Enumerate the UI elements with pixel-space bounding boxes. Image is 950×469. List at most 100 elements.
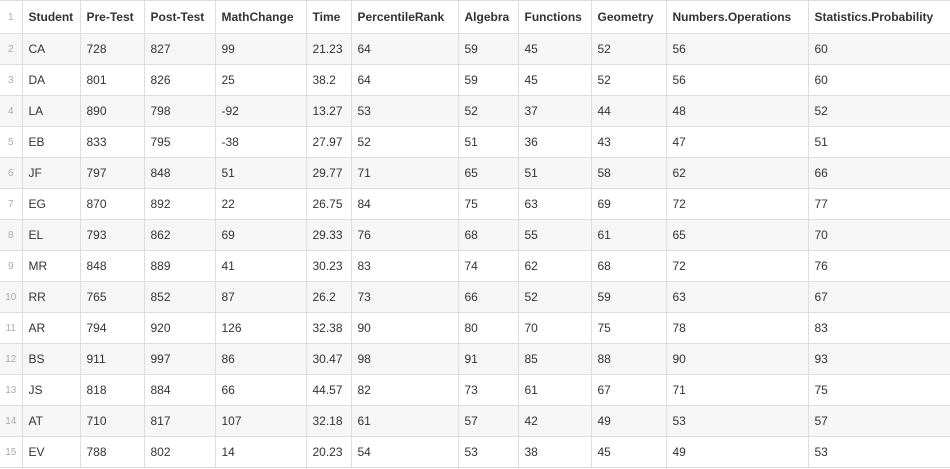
table-cell[interactable]: 62 (665, 157, 809, 189)
table-cell[interactable]: 49 (665, 436, 809, 468)
table-cell[interactable]: 91 (457, 343, 519, 375)
table-cell[interactable]: 80 (457, 312, 519, 344)
column-header-post-test[interactable]: Post-Test (143, 0, 216, 34)
table-cell[interactable]: 63 (665, 281, 809, 313)
table-cell[interactable]: 51 (457, 126, 519, 158)
table-cell[interactable]: 765 (79, 281, 145, 313)
table-cell[interactable]: EB (21, 126, 81, 158)
table-cell[interactable]: 795 (143, 126, 216, 158)
table-cell[interactable]: 60 (807, 33, 950, 65)
table-cell[interactable]: 890 (79, 95, 145, 127)
table-cell[interactable]: 65 (457, 157, 519, 189)
table-cell[interactable]: 53 (807, 436, 950, 468)
table-cell[interactable]: 798 (143, 95, 216, 127)
table-cell[interactable]: 48 (665, 95, 809, 127)
table-cell[interactable]: 87 (214, 281, 307, 313)
table-cell[interactable]: 64 (350, 33, 459, 65)
table-cell[interactable]: 55 (517, 219, 592, 251)
table-cell[interactable]: 29.77 (305, 157, 352, 189)
table-cell[interactable]: AR (21, 312, 81, 344)
table-cell[interactable]: 52 (807, 95, 950, 127)
table-cell[interactable]: 848 (143, 157, 216, 189)
table-cell[interactable]: 852 (143, 281, 216, 313)
table-cell[interactable]: 85 (517, 343, 592, 375)
table-cell[interactable]: 52 (590, 33, 667, 65)
table-cell[interactable]: 29.33 (305, 219, 352, 251)
table-cell[interactable]: 83 (350, 250, 459, 282)
table-cell[interactable]: 77 (807, 188, 950, 220)
table-cell[interactable]: 75 (590, 312, 667, 344)
table-cell[interactable]: 57 (807, 405, 950, 437)
table-cell[interactable]: 892 (143, 188, 216, 220)
table-cell[interactable]: 710 (79, 405, 145, 437)
table-cell[interactable]: 61 (590, 219, 667, 251)
table-cell[interactable]: 818 (79, 374, 145, 406)
table-cell[interactable]: 88 (590, 343, 667, 375)
table-cell[interactable]: 38.2 (305, 64, 352, 96)
table-cell[interactable]: EG (21, 188, 81, 220)
table-cell[interactable]: 41 (214, 250, 307, 282)
table-cell[interactable]: 52 (590, 64, 667, 96)
table-cell[interactable]: 802 (143, 436, 216, 468)
table-cell[interactable]: 59 (457, 33, 519, 65)
table-cell[interactable]: 73 (350, 281, 459, 313)
column-header-statistics-probability[interactable]: Statistics.Probability (807, 0, 950, 34)
table-cell[interactable]: JF (21, 157, 81, 189)
table-cell[interactable]: 52 (457, 95, 519, 127)
table-cell[interactable]: 797 (79, 157, 145, 189)
table-cell[interactable]: EV (21, 436, 81, 468)
table-cell[interactable]: 53 (665, 405, 809, 437)
table-cell[interactable]: 76 (807, 250, 950, 282)
table-cell[interactable]: 51 (214, 157, 307, 189)
table-cell[interactable]: 53 (457, 436, 519, 468)
table-cell[interactable]: 47 (665, 126, 809, 158)
table-cell[interactable]: 59 (457, 64, 519, 96)
table-cell[interactable]: 60 (807, 64, 950, 96)
table-cell[interactable]: BS (21, 343, 81, 375)
table-cell[interactable]: 13.27 (305, 95, 352, 127)
table-cell[interactable]: 884 (143, 374, 216, 406)
table-cell[interactable]: 83 (807, 312, 950, 344)
table-cell[interactable]: AT (21, 405, 81, 437)
table-cell[interactable]: 51 (807, 126, 950, 158)
table-cell[interactable]: 68 (457, 219, 519, 251)
table-cell[interactable]: 66 (214, 374, 307, 406)
table-cell[interactable]: 69 (214, 219, 307, 251)
table-cell[interactable]: 73 (457, 374, 519, 406)
table-cell[interactable]: 45 (590, 436, 667, 468)
column-header-numbers-operations[interactable]: Numbers.Operations (665, 0, 809, 34)
table-cell[interactable]: 793 (79, 219, 145, 251)
table-cell[interactable]: 870 (79, 188, 145, 220)
table-cell[interactable]: 53 (350, 95, 459, 127)
table-cell[interactable]: 58 (590, 157, 667, 189)
table-cell[interactable]: 90 (350, 312, 459, 344)
table-cell[interactable]: -92 (214, 95, 307, 127)
table-cell[interactable]: 67 (807, 281, 950, 313)
table-cell[interactable]: 107 (214, 405, 307, 437)
table-cell[interactable]: 65 (665, 219, 809, 251)
table-cell[interactable]: 27.97 (305, 126, 352, 158)
table-cell[interactable]: 84 (350, 188, 459, 220)
table-cell[interactable]: RR (21, 281, 81, 313)
table-cell[interactable]: 30.23 (305, 250, 352, 282)
column-header-geometry[interactable]: Geometry (590, 0, 667, 34)
table-cell[interactable]: 78 (665, 312, 809, 344)
table-cell[interactable]: EL (21, 219, 81, 251)
table-cell[interactable]: 52 (350, 126, 459, 158)
table-cell[interactable]: 911 (79, 343, 145, 375)
table-cell[interactable]: 126 (214, 312, 307, 344)
table-cell[interactable]: 93 (807, 343, 950, 375)
table-cell[interactable]: 42 (517, 405, 592, 437)
table-cell[interactable]: 801 (79, 64, 145, 96)
table-cell[interactable]: 71 (350, 157, 459, 189)
table-cell[interactable]: 98 (350, 343, 459, 375)
table-cell[interactable]: 794 (79, 312, 145, 344)
table-cell[interactable]: 57 (457, 405, 519, 437)
table-cell[interactable]: 75 (807, 374, 950, 406)
table-cell[interactable]: 848 (79, 250, 145, 282)
column-header-student[interactable]: Student (21, 0, 81, 34)
table-cell[interactable]: 99 (214, 33, 307, 65)
table-cell[interactable]: 61 (517, 374, 592, 406)
table-cell[interactable]: 44 (590, 95, 667, 127)
table-cell[interactable]: 61 (350, 405, 459, 437)
